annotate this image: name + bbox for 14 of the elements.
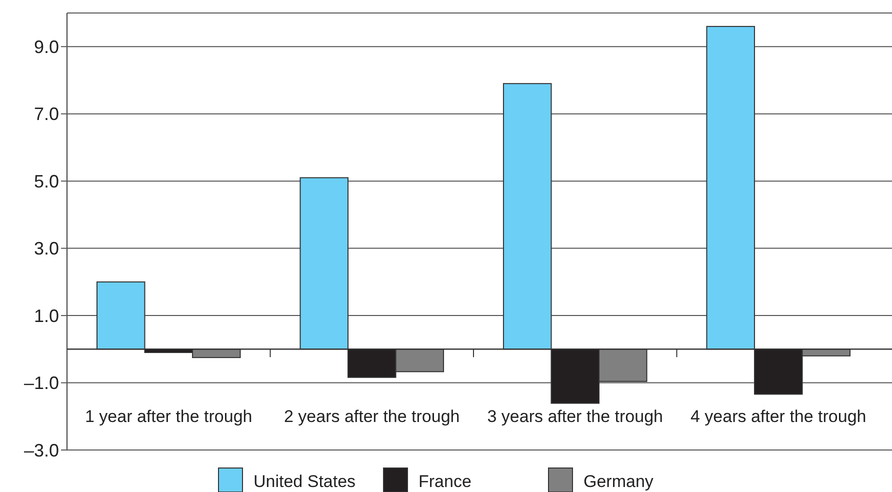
x-tick-label: 1 year after the trough xyxy=(84,407,252,426)
x-tick-label: 4 years after the trough xyxy=(690,407,866,426)
legend-label: Germany xyxy=(584,472,654,491)
y-tick-label: 1.0 xyxy=(34,306,59,326)
y-tick-label: –3.0 xyxy=(24,440,59,460)
x-tick-label: 3 years after the trough xyxy=(487,407,664,426)
y-tick-label: –1.0 xyxy=(24,373,59,394)
y-tick-label: 3.0 xyxy=(34,238,59,259)
legend-label: United States xyxy=(254,472,356,491)
y-tick-label: 9.0 xyxy=(34,36,59,57)
x-tick-label: 2 years after the trough xyxy=(284,407,460,426)
legend-label: France xyxy=(418,472,472,491)
y-tick-label: 5.0 xyxy=(34,171,59,192)
y-tick-label: 7.0 xyxy=(34,104,59,124)
